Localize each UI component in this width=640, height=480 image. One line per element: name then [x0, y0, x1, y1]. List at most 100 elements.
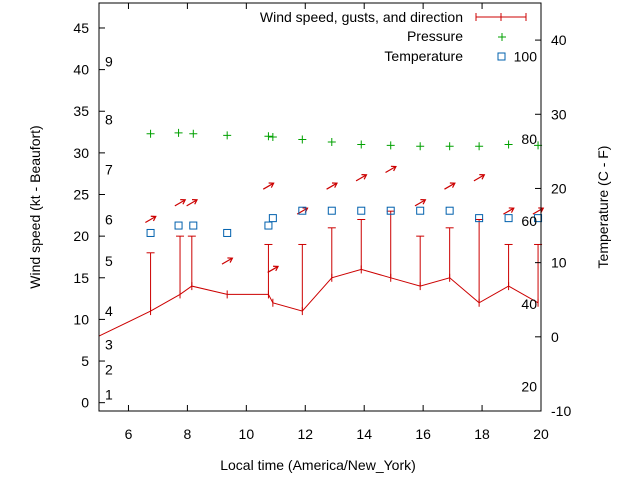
y-right-tick-label: 40 [551, 32, 567, 48]
temperature-point [475, 214, 484, 223]
beaufort-label: 3 [105, 336, 113, 352]
pressure-point [357, 140, 366, 149]
beaufort-label: 7 [105, 162, 113, 178]
wind-direction-head [331, 182, 338, 188]
wind-direction-arrow [355, 174, 368, 182]
fahrenheit-label: 60 [521, 213, 537, 229]
wind-direction-shaft [174, 199, 186, 207]
temperature-point [327, 206, 336, 215]
wind-direction-arrow [174, 199, 187, 207]
temperature-point [386, 206, 395, 215]
pressure-point [174, 128, 183, 137]
wind-direction-head [150, 215, 157, 222]
pressure-point [264, 132, 273, 141]
beaufort-label: 2 [105, 361, 113, 377]
temperature-point [416, 206, 425, 215]
y-axis-left-label: Wind speed (kt - Beaufort) [27, 125, 43, 288]
beaufort-label: 5 [105, 253, 113, 269]
beaufort-label: 6 [105, 211, 113, 227]
y-right-tick-label: 20 [551, 180, 567, 196]
wind-direction-shaft [355, 174, 367, 182]
y-right-tick-label: 0 [551, 329, 559, 345]
fahrenheit-label: 20 [521, 379, 537, 395]
wind-direction-head [180, 199, 187, 205]
wind-direction-shaft [385, 166, 397, 174]
temperature-point [268, 214, 277, 223]
y-right-tick-label: -10 [551, 403, 571, 419]
axes-layer: 6 8 10 12 14 16 18 20051015202530354045-1001020… [73, 3, 571, 442]
y-left-tick-label: 45 [73, 20, 89, 36]
wind-direction-arrow [385, 165, 397, 174]
wind-direction-head [449, 182, 456, 188]
pressure-point [189, 129, 198, 138]
legend-pressure-marker [498, 33, 506, 41]
y-left-tick-label: 10 [73, 311, 89, 327]
x-tick-label: 6 [125, 426, 133, 442]
wind-direction-shaft [221, 257, 233, 265]
temperature-point [146, 228, 155, 237]
temperature-point [445, 206, 454, 215]
wind-direction-arrow [145, 215, 157, 224]
pressure-point [504, 140, 513, 149]
y-right-tick-label: 30 [551, 106, 567, 122]
y-left-tick-label: 0 [81, 395, 89, 411]
x-tick-label: 8 [184, 426, 192, 442]
wind-direction-head [268, 182, 275, 188]
wind-direction-arrow [326, 182, 338, 190]
y-left-tick-label: 40 [73, 62, 89, 78]
wind-direction-arrow [267, 265, 280, 273]
wind-direction-head [508, 207, 515, 213]
y-left-tick-label: 15 [73, 270, 89, 286]
y-axis-right-label: Temperature (C - F) [595, 146, 611, 269]
temperature-point [357, 206, 366, 215]
beaufort-label: 8 [105, 112, 113, 128]
legend-temperature-marker [497, 52, 506, 61]
x-tick-label: 10 [239, 426, 255, 442]
wind-direction-arrow [186, 199, 198, 207]
beaufort-label: 9 [105, 53, 113, 69]
x-tick-label: 14 [356, 426, 372, 442]
temperature-point [174, 221, 183, 230]
temperature-point [298, 206, 307, 215]
y-right-tick-label: 10 [551, 255, 567, 271]
pressure-point [416, 142, 425, 151]
x-tick-label: 20 [533, 426, 549, 442]
temperature-point [534, 214, 543, 223]
wind-direction-arrow [414, 199, 427, 207]
wind-direction-head [479, 174, 486, 180]
y-left-tick-label: 25 [73, 187, 89, 203]
wind-direction-arrow [221, 257, 234, 265]
wind-direction-arrow [503, 207, 515, 215]
wind-direction-arrow [473, 174, 486, 182]
pressure-point [268, 133, 277, 142]
temperature-point [504, 214, 513, 223]
series-layer [98, 128, 545, 337]
wind-direction-shaft [267, 265, 279, 273]
wind-direction-shaft [262, 182, 274, 190]
wind-direction-arrow [444, 182, 456, 190]
temperature-point [223, 228, 232, 237]
wind-direction-head [191, 199, 198, 205]
legend: Wind speed, gusts, and direction Pressur… [260, 9, 527, 64]
x-tick-label: 16 [415, 426, 431, 442]
y-left-tick-label: 30 [73, 145, 89, 161]
wind-direction-shaft [145, 215, 157, 224]
legend-wind-label: Wind speed, gusts, and direction [260, 9, 463, 25]
wind-direction-shaft [503, 207, 515, 215]
plot-frame [98, 2, 542, 412]
wind-direction-head [227, 257, 234, 263]
fahrenheit-label: 80 [521, 131, 537, 147]
beaufort-label: 4 [105, 303, 113, 319]
wind-direction-shaft [444, 182, 456, 190]
pressure-point [223, 131, 232, 140]
pressure-point [146, 129, 155, 138]
x-axis-label: Local time (America/New_York) [220, 457, 416, 473]
fahrenheit-label: 100 [514, 48, 538, 64]
beaufort-label: 1 [105, 386, 113, 402]
x-tick-label: 12 [297, 426, 313, 442]
wind-direction-head [538, 207, 545, 213]
y-left-tick-label: 20 [73, 228, 89, 244]
wind-direction-shaft [326, 182, 338, 190]
wind-direction-arrow [532, 207, 545, 215]
